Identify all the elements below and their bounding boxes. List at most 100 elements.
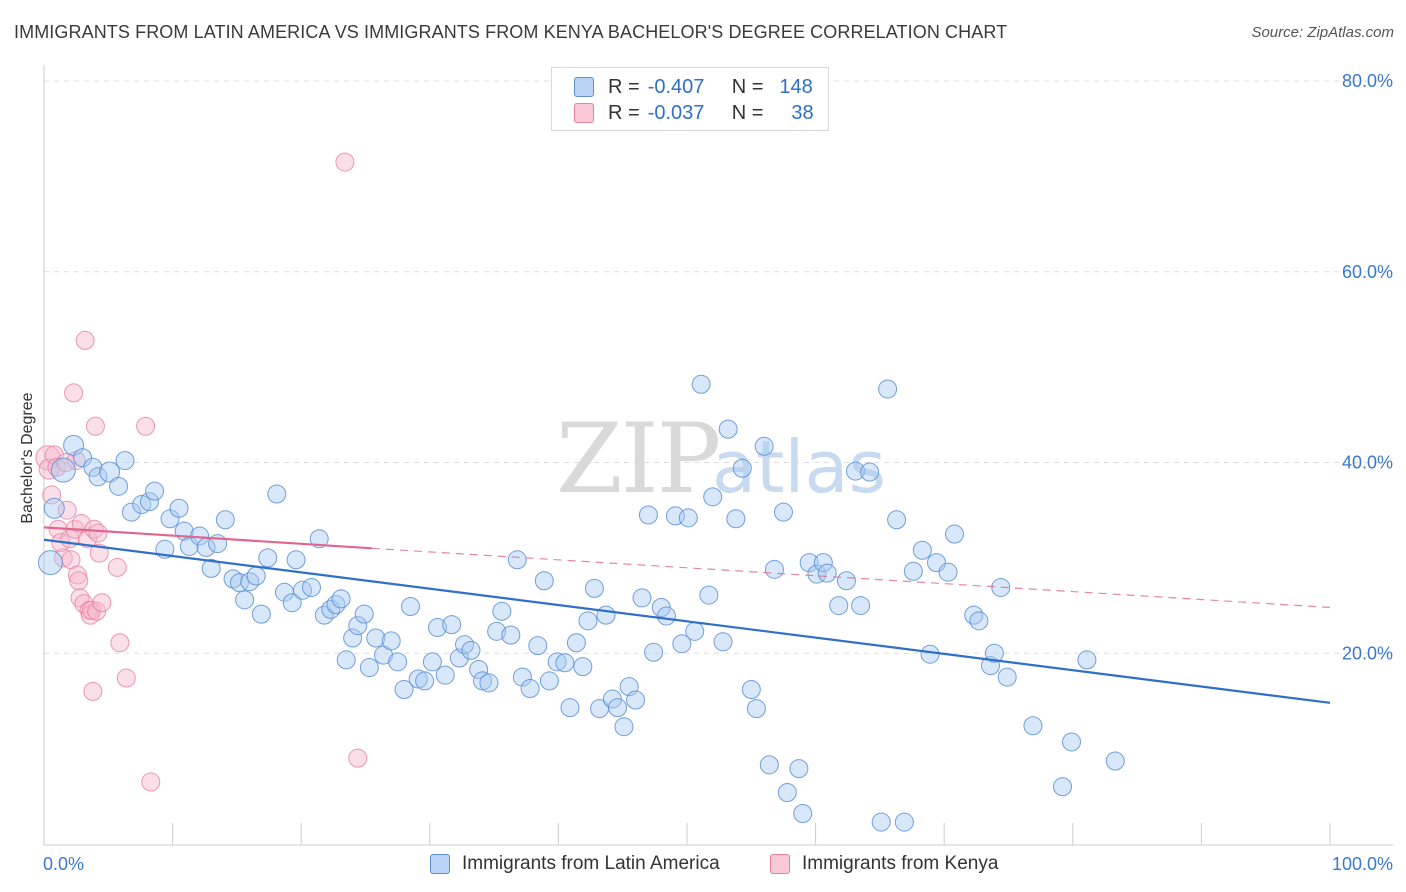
scatter-point-latin-america	[520, 679, 540, 699]
scatter-point-latin-america	[422, 652, 442, 672]
scatter-point-kenya	[141, 772, 161, 792]
scatter-point-latin-america	[964, 605, 984, 625]
scatter-point-latin-america	[539, 671, 559, 691]
scatter-point-latin-america	[608, 698, 628, 718]
legend-row-kenya: R = -0.037 N = 38	[574, 102, 814, 124]
scatter-point-latin-america	[944, 524, 964, 544]
scatter-point-latin-america	[685, 621, 705, 641]
scatter-point-latin-america	[912, 540, 932, 560]
scatter-point-latin-america	[984, 643, 1004, 663]
grid-lines	[44, 80, 1393, 654]
scatter-point-latin-america	[807, 564, 827, 584]
scatter-point-latin-america	[366, 628, 386, 648]
scatter-point-latin-america	[860, 462, 880, 482]
scatter-point-kenya	[82, 600, 102, 620]
trend-line-kenya-extension	[371, 547, 1331, 609]
scatter-point-latin-america	[534, 571, 554, 591]
scatter-point-latin-america	[479, 673, 499, 693]
scatter-point-latin-america	[348, 616, 368, 636]
scatter-point-latin-america	[560, 698, 580, 718]
scatter-point-latin-america	[99, 461, 121, 483]
legend-label-kenya: Immigrants from Kenya	[802, 853, 999, 874]
scatter-point-kenya	[64, 383, 84, 403]
scatter-point-latin-america	[388, 652, 408, 672]
scatter-point-kenya	[47, 457, 67, 477]
scatter-point-latin-america	[573, 657, 593, 677]
scatter-point-latin-america	[394, 679, 414, 699]
scatter-point-latin-america	[578, 611, 598, 631]
y-tick-labels: 20.0% 40.0% 60.0% 80.0%	[1342, 71, 1393, 663]
scatter-point-kenya	[42, 485, 62, 505]
scatter-point-latin-america	[596, 605, 616, 625]
watermark-atlas: atlas	[712, 425, 886, 509]
scatter-point-latin-america	[286, 550, 306, 570]
scatter-point-kenya	[136, 416, 156, 436]
scatter-point-latin-america	[691, 374, 711, 394]
scatter-point-latin-america	[938, 562, 958, 582]
legend-label-latin-america: Immigrants from Latin America	[462, 853, 720, 874]
scatter-point-latin-america	[435, 665, 455, 685]
scatter-point-latin-america	[878, 379, 898, 399]
scatter-point-latin-america	[512, 667, 532, 687]
scatter-point-latin-america	[1062, 732, 1082, 752]
scatter-point-latin-america	[799, 553, 819, 573]
scatter-point-kenya	[335, 152, 355, 172]
scatter-point-latin-america	[507, 550, 527, 570]
scatter-point-latin-america	[969, 611, 989, 631]
scatter-point-latin-america	[699, 585, 719, 605]
scatter-point-latin-america	[301, 577, 321, 597]
scatter-point-latin-america	[741, 679, 761, 699]
watermark-zip: ZIP	[556, 403, 719, 515]
scatter-point-kenya	[85, 416, 105, 436]
scatter-point-latin-america	[246, 566, 266, 586]
scatter-point-latin-america	[169, 498, 189, 518]
scatter-point-latin-america	[718, 419, 738, 439]
scatter-point-latin-america	[326, 595, 346, 615]
scatter-point-latin-america	[836, 571, 856, 591]
scatter-point-latin-america	[793, 803, 813, 823]
legend-n-label: N =	[731, 101, 764, 124]
scatter-point-latin-america	[1053, 777, 1073, 797]
scatter-point-latin-america	[566, 633, 586, 653]
scatter-point-latin-america	[282, 593, 302, 613]
scatter-point-latin-america	[469, 659, 489, 679]
scatter-point-latin-america	[777, 782, 797, 802]
scatter-point-latin-america	[215, 510, 235, 530]
scatter-point-latin-america	[759, 755, 779, 775]
legend-swatch-pink	[574, 103, 594, 123]
scatter-point-latin-america	[626, 690, 646, 710]
series-legend: Immigrants from Latin America Immigrants…	[0, 853, 1406, 877]
scatter-point-latin-america	[132, 494, 152, 514]
scatter-point-kenya	[89, 543, 109, 563]
scatter-point-latin-america	[473, 671, 493, 691]
scatter-point-latin-america	[871, 812, 891, 832]
scatter-point-latin-america	[121, 502, 141, 522]
axes	[43, 65, 1393, 846]
scatter-point-latin-america	[442, 615, 462, 635]
scatter-point-latin-america	[43, 497, 65, 519]
y-tick-label: 80.0%	[1342, 71, 1393, 91]
scatter-point-latin-america	[428, 617, 448, 637]
legend-r-label: R =	[608, 75, 640, 98]
legend-swatch-blue	[430, 854, 450, 874]
x-tick-label: 0.0%	[43, 854, 84, 874]
chart-title: IMMIGRANTS FROM LATIN AMERICA VS IMMIGRA…	[14, 22, 1008, 42]
scatter-point-latin-america	[817, 563, 837, 583]
scatter-point-latin-america	[501, 625, 521, 645]
legend-item-latin-america: Immigrants from Latin America	[430, 853, 720, 875]
scatter-point-kenya	[57, 500, 77, 520]
scatter-point-latin-america	[50, 457, 76, 483]
scatter-point-latin-america	[638, 505, 658, 525]
scatter-point-latin-america	[672, 634, 692, 654]
scatter-point-latin-america	[997, 667, 1017, 687]
scatter-point-latin-america	[408, 669, 428, 689]
legend-n-value: 148	[779, 75, 813, 98]
scatter-point-latin-america	[139, 492, 159, 512]
scatter-point-latin-america	[920, 644, 940, 664]
y-tick-label: 40.0%	[1342, 453, 1393, 473]
scatter-point-latin-america	[1077, 650, 1097, 670]
scatter-point-latin-america	[528, 636, 548, 656]
scatter-point-latin-america	[703, 487, 723, 507]
scatter-point-latin-america	[903, 561, 923, 581]
